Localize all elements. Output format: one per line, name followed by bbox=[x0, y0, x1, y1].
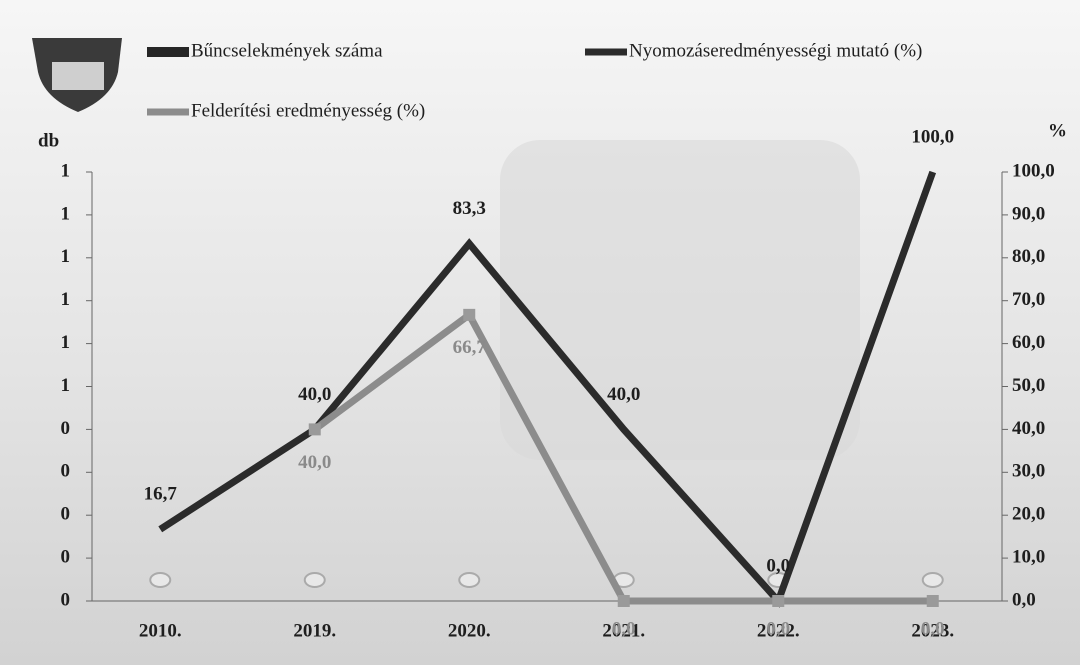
legend-label: Nyomozáseredményességi mutató (%) bbox=[629, 40, 922, 61]
x-tick-label: 2023. bbox=[911, 620, 954, 641]
data-label: 40,0 bbox=[298, 384, 331, 405]
y-tick-label: 1 bbox=[61, 289, 71, 310]
y2-tick-label: 30,0 bbox=[1012, 461, 1045, 482]
y2-tick-label: 60,0 bbox=[1012, 332, 1045, 353]
point-marker bbox=[772, 595, 785, 607]
x-tick-label: 2010. bbox=[139, 620, 182, 641]
data-label: 40,0 bbox=[607, 384, 640, 405]
legend-swatch bbox=[147, 47, 189, 57]
data-label: 83,3 bbox=[453, 198, 486, 219]
x-tick-label: 2021. bbox=[602, 620, 645, 641]
point-marker bbox=[308, 423, 321, 436]
y2-tick-label: 20,0 bbox=[1012, 504, 1045, 525]
bar-marker bbox=[303, 572, 326, 588]
line bbox=[158, 170, 937, 608]
data-label: 0,0 bbox=[766, 618, 790, 639]
x-tick-label: 2022. bbox=[757, 620, 800, 641]
data-label: 16,7 bbox=[144, 484, 178, 505]
x-tick-label: 2020. bbox=[448, 620, 491, 641]
data-label: 0,0 bbox=[766, 555, 790, 576]
y-tick-label: 0 bbox=[61, 546, 71, 567]
legend-label: Felderítési eredményesség (%) bbox=[191, 100, 425, 121]
y-tick-label: 0 bbox=[61, 418, 71, 439]
building-backdrop bbox=[500, 140, 860, 460]
point-marker bbox=[463, 308, 476, 321]
y-tick-label: 0 bbox=[61, 461, 71, 482]
y2-tick-label: 0,0 bbox=[1012, 589, 1036, 610]
point-marker bbox=[926, 595, 939, 607]
y2-tick-label: 40,0 bbox=[1012, 418, 1045, 439]
data-label: 0,0 bbox=[921, 618, 945, 639]
y-tick-label: 1 bbox=[61, 160, 71, 181]
y2-tick-label: 10,0 bbox=[1012, 546, 1045, 567]
y-tick-label: 0 bbox=[61, 504, 71, 525]
y2-tick-label: 90,0 bbox=[1012, 203, 1045, 224]
y-tick-label: 1 bbox=[61, 246, 71, 267]
y2-tick-label: 100,0 bbox=[1012, 160, 1055, 181]
y2-axis-label: % bbox=[1048, 120, 1067, 141]
bar-marker bbox=[458, 572, 481, 588]
y-tick-label: 0 bbox=[61, 589, 71, 610]
data-label: 0,0 bbox=[612, 618, 636, 639]
y-tick-label: 1 bbox=[61, 332, 71, 353]
data-label: 100,0 bbox=[911, 126, 954, 147]
y-axis-label: db bbox=[38, 130, 59, 151]
logo bbox=[32, 38, 122, 112]
y2-tick-label: 70,0 bbox=[1012, 289, 1045, 310]
legend-label: Bűncselekmények száma bbox=[191, 40, 383, 61]
x-tick-label: 2019. bbox=[293, 620, 336, 641]
point-marker bbox=[617, 595, 630, 607]
y-tick-label: 1 bbox=[61, 203, 71, 224]
y2-tick-label: 80,0 bbox=[1012, 246, 1045, 267]
bar-marker bbox=[921, 572, 944, 588]
data-label: 66,7 bbox=[453, 337, 487, 358]
data-label: 40,0 bbox=[298, 452, 331, 473]
y-tick-label: 1 bbox=[61, 375, 71, 396]
bar-marker bbox=[149, 572, 172, 588]
y2-tick-label: 50,0 bbox=[1012, 375, 1045, 396]
